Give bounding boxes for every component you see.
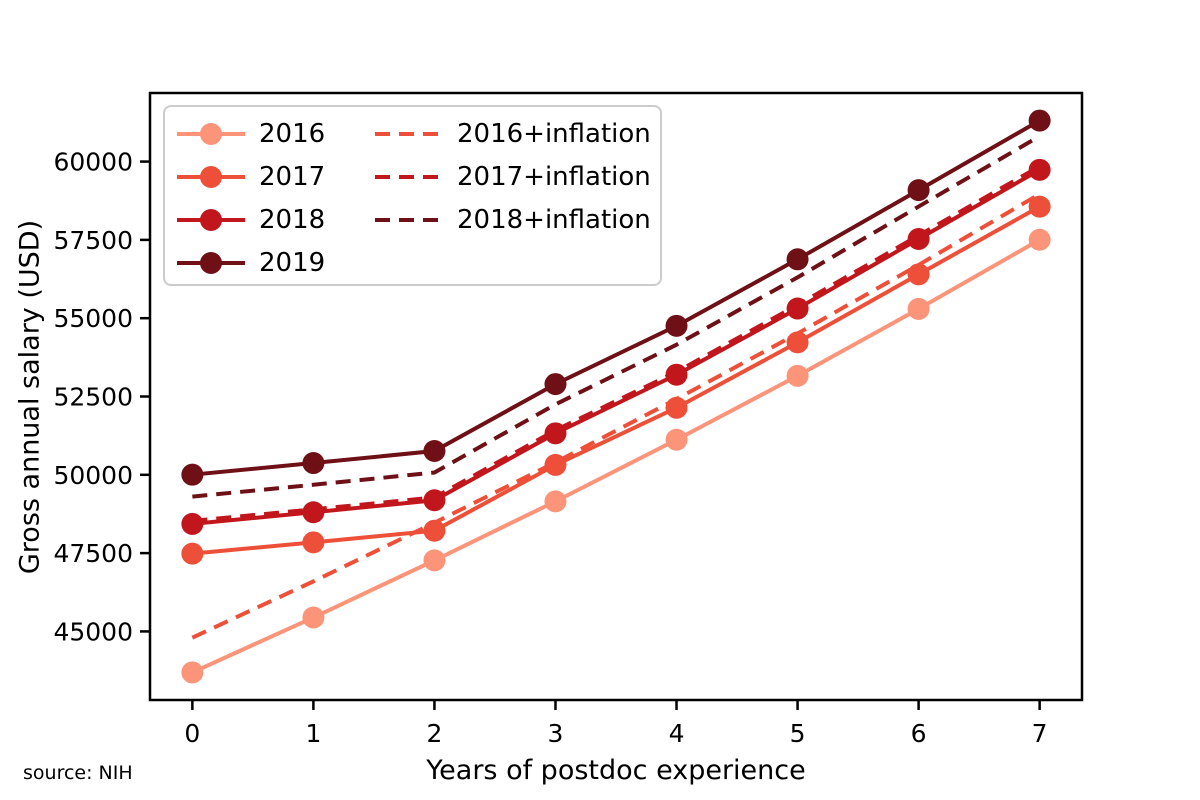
legend-label: 2017 (259, 161, 326, 192)
series-line-2018+inflation (192, 134, 1041, 499)
data-point-2016-x3 (544, 490, 567, 513)
x-tick-label: 1 (305, 719, 321, 748)
legend-label: 2018+inflation (457, 204, 651, 235)
series-2016 (181, 228, 1051, 684)
source-note: source: NIH (23, 762, 133, 784)
data-point-2018-x4 (665, 363, 688, 386)
legend-swatch-solid-line-icon (177, 165, 245, 189)
series-line-2017 (192, 204, 1041, 556)
data-point-2018-x5 (786, 297, 809, 320)
x-tick-label: 7 (1032, 719, 1048, 748)
legend-label: 2018 (259, 204, 326, 235)
y-axis-title: Gross annual salary (USD) (14, 219, 46, 575)
x-axis-title: Years of postdoc experience (426, 755, 806, 786)
legend-item-2017+inflation: 2017+inflation (375, 155, 651, 198)
series-line-2018 (192, 168, 1041, 526)
y-tick-label: 60000 (53, 148, 133, 177)
x-tick-label: 4 (669, 719, 685, 748)
legend-swatch-solid-line-icon (177, 208, 245, 232)
legend-label: 2016+inflation (457, 118, 651, 149)
y-tick-label: 50000 (53, 461, 133, 490)
data-point-2016-x4 (665, 428, 688, 451)
legend-label: 2016 (259, 118, 326, 149)
legend-swatch-dashed-line-icon (375, 165, 443, 189)
legend-item-2018: 2018 (177, 198, 375, 241)
data-point-2017-x2 (423, 519, 446, 542)
data-point-2019-x7 (1028, 109, 1051, 132)
series-2019 (181, 109, 1051, 486)
y-tick-label: 47500 (53, 539, 133, 568)
legend-swatch-dashed-line-icon (375, 122, 443, 146)
series-2017+inflation (192, 164, 1041, 523)
data-point-2019-x4 (665, 314, 688, 337)
legend-label: 2019 (259, 247, 326, 278)
series-line-2019 (192, 118, 1041, 477)
legend-item-2019: 2019 (177, 241, 375, 284)
x-tick-label: 0 (184, 719, 200, 748)
legend-item-2016: 2016 (177, 112, 375, 155)
series-2017 (181, 195, 1051, 565)
data-point-2017-x1 (302, 531, 325, 554)
data-point-2019-x5 (786, 248, 809, 271)
data-point-2016-x1 (302, 606, 325, 629)
data-point-2016-x2 (423, 549, 446, 572)
x-tick-label: 6 (911, 719, 927, 748)
legend-column-dashed: 2016+inflation 2017+inflation 2018+inflati… (375, 112, 651, 284)
series-line-2016+inflation (191, 192, 1041, 640)
legend-swatch-dashed-line-icon (375, 208, 443, 232)
data-point-2018-x0 (181, 512, 204, 535)
x-tick-label: 5 (790, 719, 806, 748)
legend-item-2018+inflation: 2018+inflation (375, 198, 651, 241)
data-point-2019-x3 (544, 373, 567, 396)
data-point-2019-x2 (423, 440, 446, 463)
data-point-2019-x1 (302, 452, 325, 475)
data-point-2017-x0 (181, 542, 204, 565)
y-tick-label: 55000 (53, 304, 133, 333)
data-point-2017-x5 (786, 331, 809, 354)
data-point-2016-x0 (181, 661, 204, 684)
legend-swatch-solid-line-icon (177, 122, 245, 146)
data-point-2016-x7 (1028, 228, 1051, 251)
data-point-2017-x7 (1028, 195, 1051, 218)
series-line-2017+inflation (192, 164, 1041, 523)
y-tick-label: 45000 (53, 617, 133, 646)
data-point-2016-x5 (786, 364, 809, 387)
x-tick-label: 2 (426, 719, 442, 748)
x-axis-ticks: 0 1 2 3 4 5 6 7 (184, 700, 1048, 748)
series-2018 (181, 158, 1051, 535)
y-axis-ticks: 45000 47500 50000 52500 55000 57500 60000 (53, 148, 150, 646)
x-tick-label: 3 (548, 719, 564, 748)
legend-item-2017: 2017 (177, 155, 375, 198)
series-2018+inflation (192, 134, 1041, 499)
legend-swatch-solid-line-icon (177, 251, 245, 275)
series-2016+inflation (191, 192, 1041, 640)
series-line-2016 (191, 238, 1041, 675)
y-tick-label: 57500 (53, 226, 133, 255)
data-point-2019-x0 (181, 463, 204, 486)
legend-item-2016+inflation: 2016+inflation (375, 112, 651, 155)
data-point-2018-x7 (1028, 158, 1051, 181)
data-point-2019-x6 (907, 179, 930, 202)
data-point-2016-x6 (907, 297, 930, 320)
y-tick-label: 52500 (53, 383, 133, 412)
legend-column-solid: 2016 2017 2018 2019 (177, 112, 375, 284)
data-point-2017-x6 (907, 263, 930, 286)
legend-label: 2017+inflation (457, 161, 651, 192)
legend: 2016 2017 2018 2019 2016+inflation 2017+infl… (163, 105, 662, 286)
data-point-2018-x1 (302, 501, 325, 524)
